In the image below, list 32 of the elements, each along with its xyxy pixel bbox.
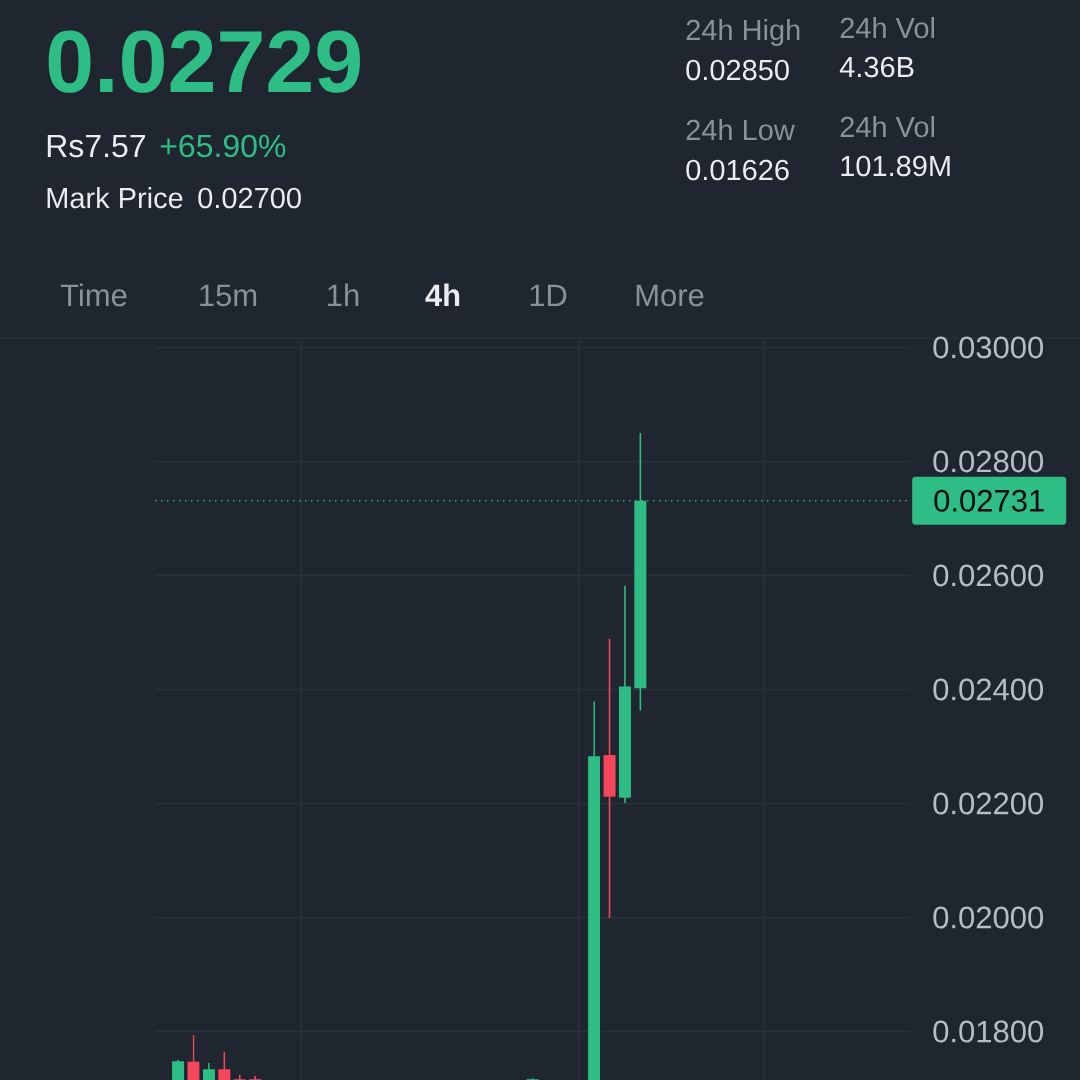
chart-title: 0.02729 [48, 30, 360, 93]
text: 24h Low [686, 118, 795, 141]
text: 0.01626 [686, 159, 789, 181]
ref-line-label: 0.02731 [934, 489, 1044, 512]
text: Mark Price [47, 186, 183, 209]
candlestick [187, 1034, 200, 1080]
text: More [636, 284, 704, 307]
text: +65.90% [160, 134, 286, 158]
text: 4h [425, 283, 460, 306]
candlestick [248, 1075, 262, 1080]
y-tick-label: 0.02400 [933, 678, 1044, 701]
text: 4.36B [839, 56, 914, 78]
text: 101.89M [841, 155, 950, 177]
candlestick [218, 1051, 231, 1080]
text: 24h Vol [840, 16, 935, 39]
text: 24h High [686, 18, 800, 47]
y-tick-label: 0.02200 [933, 792, 1044, 815]
text: 24h Vol [840, 115, 935, 138]
text: Time [60, 283, 127, 307]
y-tick-label: 0.02000 [933, 906, 1044, 929]
text: 15m [200, 284, 257, 307]
y-tick-label: 0.03000 [933, 336, 1044, 359]
text: Rs7.57 [47, 134, 145, 158]
text: 0.02700 [198, 187, 301, 209]
text: 1h [328, 283, 359, 306]
y-tick-label: 0.02600 [933, 564, 1044, 587]
candlestick [172, 1059, 185, 1080]
text: 0.02850 [686, 59, 789, 81]
y-tick-label: 0.02800 [933, 450, 1044, 473]
candlestick [232, 1074, 247, 1080]
text: 1D [530, 284, 567, 306]
y-tick-label: 0.01800 [933, 1020, 1044, 1043]
